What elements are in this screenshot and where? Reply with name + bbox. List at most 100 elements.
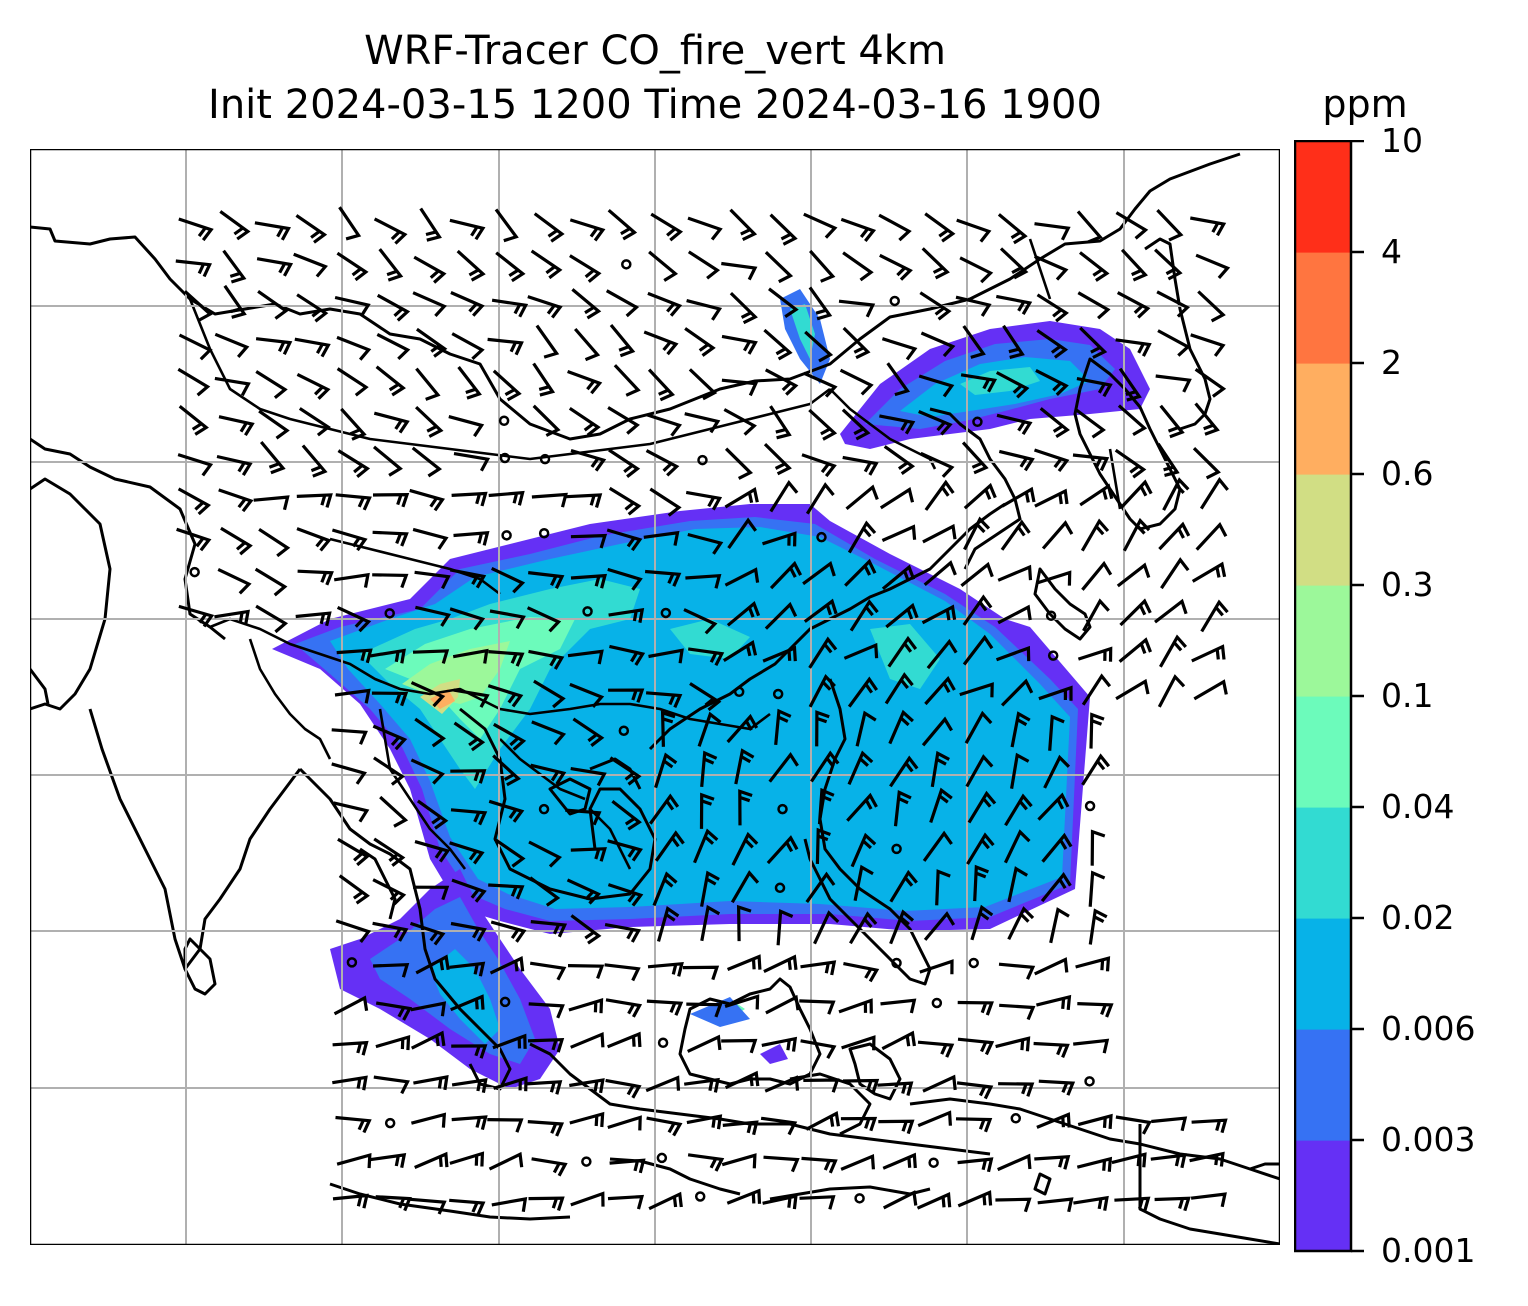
wind-barb [935,869,951,906]
wind-barb [491,566,526,594]
wind-barb [492,369,522,402]
wind-barb [920,331,956,358]
wind-barb [805,1111,840,1131]
wind-barb [372,921,409,942]
wind-barb [450,994,485,1012]
wind-barb [724,567,760,587]
wind-barb [605,998,643,1018]
wind-barb [606,528,643,552]
wind-barb [687,1034,722,1053]
wind-barb [1154,1196,1191,1212]
wind-barb [804,330,834,363]
wind-barb [295,611,332,627]
wind-barb [997,1153,1032,1172]
wind-barb [223,284,247,319]
wind-barb [527,1120,565,1137]
wind-barb [569,1078,605,1094]
wind-barb [844,558,877,587]
wind-barb [700,870,720,907]
wind-barb [296,493,333,508]
wind-barb [1117,404,1148,436]
map-panel [30,149,1280,1245]
wind-barb [526,1080,563,1095]
wind-barb [529,961,567,981]
wind-barb [842,251,874,282]
wind-barb [1156,290,1191,318]
wind-barb [218,488,254,513]
wind-barb [493,837,526,868]
wind-barb [1077,1113,1113,1130]
wind-barb [1115,1115,1152,1135]
wind-barb [965,754,994,788]
calm-wind-marker [189,566,200,578]
wind-barb [962,594,993,626]
wind-barb [297,569,334,586]
wind-barb [569,218,606,242]
wind-barb [881,1030,916,1051]
wind-barb [449,961,486,977]
wind-barb [654,752,678,789]
wind-barb [885,602,919,629]
wind-barb [258,527,291,558]
wind-barb [453,531,490,546]
calm-wind-marker [772,688,784,700]
wind-barb [839,368,874,396]
wind-barb [176,527,212,552]
wind-barb [652,871,678,907]
wind-barb [817,787,835,825]
wind-barb [810,750,840,783]
wind-barb [724,486,759,509]
calm-wind-marker [656,1152,668,1164]
wind-barb [419,207,442,242]
wind-barb [930,750,950,788]
colorbar [1294,140,1364,1253]
wind-barb [842,326,871,360]
wind-barb [880,998,917,1014]
wind-barb [409,921,446,946]
wind-barb [962,634,994,666]
wind-barb [1194,367,1227,398]
colorbar-band [1295,918,1351,1030]
wind-barb [1043,754,1071,789]
calm-wind-marker [968,957,979,969]
wind-barb [957,1000,994,1016]
wind-barb [568,406,601,437]
wind-barb [487,337,524,356]
wind-barb [1034,222,1071,241]
wind-barb [1010,752,1030,789]
wind-barb [769,479,799,513]
wind-barb [258,409,290,440]
calm-wind-marker [538,527,550,539]
wind-barb [608,448,641,478]
wind-barb [656,906,680,942]
calm-wind-marker [501,530,512,541]
wind-barb [568,998,604,1014]
wind-barb [572,717,605,747]
wind-barb [607,567,643,591]
wind-barb [849,911,878,945]
wind-barb [647,291,683,317]
colorbar-tick-label: 0.04 [1381,787,1455,826]
wind-barb [1089,712,1105,749]
wind-barb [729,291,758,325]
wind-barb [697,711,722,747]
wind-barb [959,682,994,698]
wind-barb [801,453,837,478]
wind-barb [1039,407,1070,439]
wind-barb [456,249,486,282]
wind-barb [1041,832,1073,863]
wind-barb [881,337,918,361]
wind-barb [882,1152,917,1170]
wind-barb [724,994,760,1010]
wind-barb [721,1153,757,1169]
wind-barb [533,679,566,709]
wind-barb [774,708,792,746]
wind-barb [528,571,565,589]
wind-barb [222,249,247,284]
wind-barb [373,756,405,786]
wind-barb [175,259,212,278]
wind-barb [570,767,607,787]
wind-barb [376,293,411,322]
wind-barb [410,681,446,708]
wind-barb [335,493,372,511]
